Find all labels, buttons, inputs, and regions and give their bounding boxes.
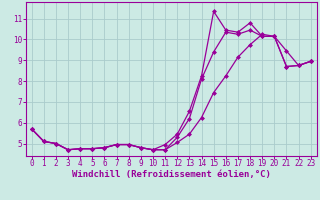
X-axis label: Windchill (Refroidissement éolien,°C): Windchill (Refroidissement éolien,°C) [72, 170, 271, 179]
